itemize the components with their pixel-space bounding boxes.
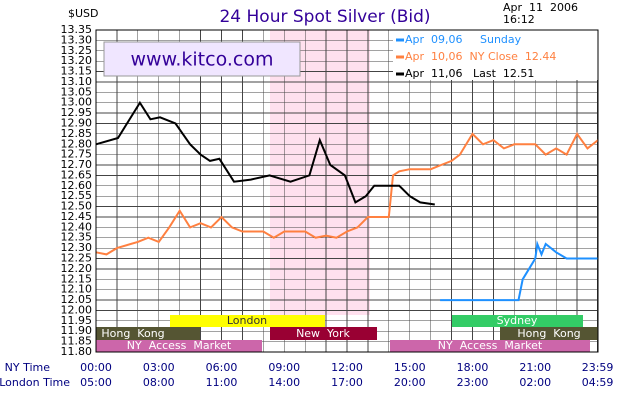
- y-tick-label: 13.20: [61, 54, 93, 67]
- session-label: NY Access Market: [438, 339, 543, 352]
- session-bar: [96, 340, 262, 352]
- x2-tick-label: 05:00: [80, 376, 112, 389]
- x2-tick-label: 20:00: [394, 376, 426, 389]
- session-label: New York: [296, 327, 350, 340]
- y-tick-label: 12.40: [61, 220, 93, 233]
- legend-label: Apr 11,06 Last 12.51: [405, 67, 534, 80]
- series-line: [95, 131, 599, 256]
- time: 16:12: [503, 13, 535, 26]
- y-tick-label: 12.00: [61, 303, 93, 316]
- y-tick-label: 12.45: [61, 210, 93, 223]
- y-tick-label: 11.95: [61, 314, 93, 327]
- y-tick-label: 12.95: [61, 106, 93, 119]
- session-label: NY Access Market: [127, 339, 232, 352]
- y-tick-label: 12.20: [61, 262, 93, 275]
- x2-tick-label: 23:00: [457, 376, 489, 389]
- x2-tick-label: 14:00: [268, 376, 300, 389]
- legend-box: [393, 30, 598, 80]
- y-tick-label: 12.85: [61, 127, 93, 140]
- x-tick-label: 03:00: [143, 361, 175, 374]
- session-bar: [452, 315, 583, 327]
- legend-label: Apr 10,06 NY Close 12.44: [405, 50, 556, 63]
- session-bar: [390, 340, 590, 352]
- x-tick-label: 09:00: [268, 361, 300, 374]
- source-box: [103, 41, 301, 77]
- session-bar: [270, 327, 377, 340]
- y-tick-label: 12.55: [61, 189, 93, 202]
- legend: Apr 09,06 Sunday Apr 10,06 NY Close 12.44…: [396, 33, 556, 80]
- x-tick-label: 23:59: [582, 361, 614, 374]
- x2-tick-label: 04:59: [582, 376, 614, 389]
- x2-axis-label: London Time: [0, 376, 70, 389]
- session-label: London: [227, 314, 267, 327]
- y-tick-label: 13.25: [61, 44, 93, 57]
- x-tick-label: 06:00: [206, 361, 238, 374]
- chart-title: 24 Hour Spot Silver (Bid): [219, 7, 430, 27]
- y-tick-label: 12.60: [61, 179, 93, 192]
- x-tick-label: 12:00: [331, 361, 363, 374]
- x-axis-label: NY Time: [5, 361, 51, 374]
- y-tick-label: 13.05: [61, 85, 93, 98]
- y-tick-label: 12.10: [61, 283, 93, 296]
- session-bar: [96, 327, 200, 340]
- y-tick-label: 12.80: [61, 137, 93, 150]
- x2-tick-label: 08:00: [143, 376, 175, 389]
- y-tick-label: 13.15: [61, 65, 93, 78]
- session-label: Hong Kong: [101, 327, 164, 340]
- y-tick-label: 12.70: [61, 158, 93, 171]
- session-bar: [500, 327, 598, 340]
- legend-label: Apr 09,06 Sunday: [405, 33, 522, 46]
- session-label: Hong Kong: [517, 327, 580, 340]
- x-tick-label: 15:00: [394, 361, 426, 374]
- y-tick-label: 12.65: [61, 168, 93, 181]
- y-tick-label: 12.15: [61, 272, 93, 285]
- y-tick-label: 12.50: [61, 200, 93, 213]
- y-tick-label: 12.90: [61, 116, 93, 129]
- y-tick-label: 11.85: [61, 335, 93, 348]
- session-label: Sydney: [497, 314, 538, 327]
- y-tick-label: 12.30: [61, 241, 93, 254]
- y-tick-label: 13.30: [61, 33, 93, 46]
- x2-tick-label: 11:00: [206, 376, 238, 389]
- y-tick-label: 12.75: [61, 148, 93, 161]
- x2-tick-label: 17:00: [331, 376, 363, 389]
- x-tick-label: 18:00: [457, 361, 489, 374]
- y-tick-label: 12.25: [61, 252, 93, 265]
- x2-tick-label: 02:00: [519, 376, 551, 389]
- y-tick-label: 12.35: [61, 231, 93, 244]
- y-tick-label: 13.00: [61, 96, 93, 109]
- plot-border: [95, 29, 599, 353]
- y-axis-label: $USD: [68, 7, 99, 20]
- series: [95, 100, 599, 302]
- session-shade: [270, 30, 370, 315]
- sessions: London Sydney Hong Kong New York Hong Ko…: [96, 314, 598, 352]
- x-tick-label: 21:00: [519, 361, 551, 374]
- y-tick-label: 13.35: [61, 23, 93, 36]
- y-tick-label: 12.05: [61, 293, 93, 306]
- y-tick-label: 13.10: [61, 75, 93, 88]
- session-bar: [170, 315, 325, 327]
- series-line: [440, 240, 598, 302]
- series-line: [95, 100, 435, 206]
- y-tick-label: 11.90: [61, 324, 93, 337]
- date: Apr 11 2006: [503, 1, 578, 14]
- source: www.kitco.com: [130, 49, 273, 71]
- y-tick-label: 11.80: [61, 345, 93, 358]
- x-tick-label: 00:00: [80, 361, 112, 374]
